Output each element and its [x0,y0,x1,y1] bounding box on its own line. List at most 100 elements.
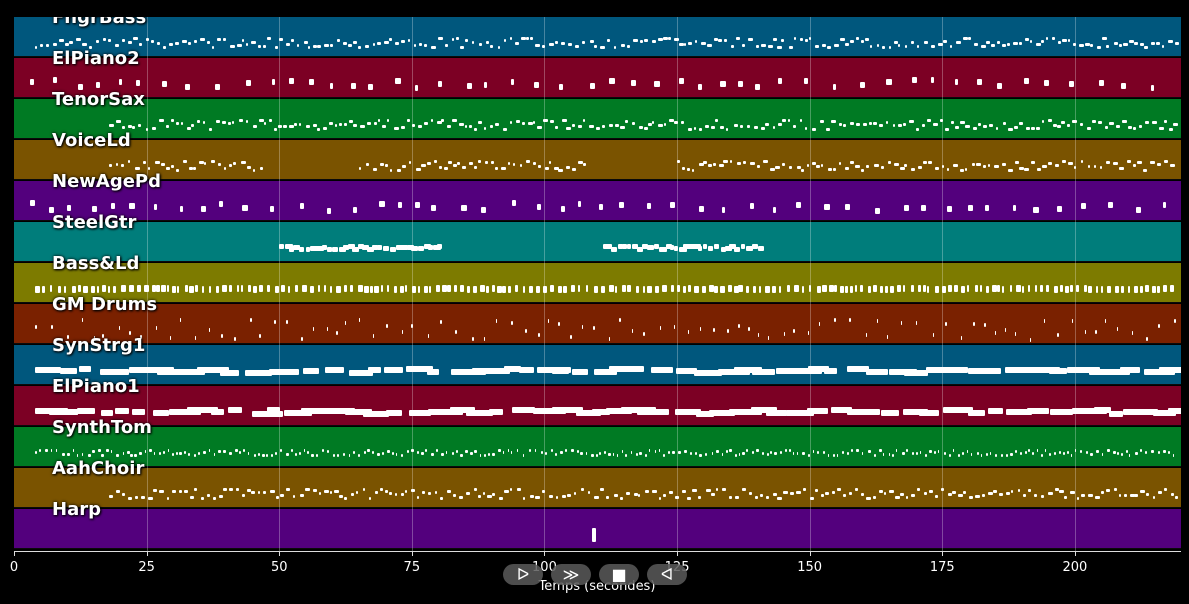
note [526,36,530,40]
note [503,38,506,42]
note [1125,449,1129,453]
note [395,77,402,84]
note [626,243,632,249]
note [625,454,628,458]
note [558,322,560,326]
note [1081,203,1087,210]
note [976,452,979,456]
note [519,367,534,374]
note [575,410,601,417]
note [1163,159,1169,163]
note [619,202,625,209]
note [560,206,566,213]
note [898,123,903,127]
note [909,119,914,123]
note [819,120,825,124]
note [851,449,853,453]
note [1018,166,1024,170]
note [237,44,242,48]
note [299,493,304,497]
note [344,496,348,500]
note [179,205,184,212]
note [916,127,919,131]
fast-forward-button[interactable]: ≫ [551,564,591,585]
note [1051,37,1055,41]
note [658,124,663,128]
note [406,366,434,373]
note [410,246,418,252]
note [647,122,652,126]
note [287,285,290,293]
note [1138,124,1142,128]
note [774,166,780,170]
note [171,285,176,293]
note [734,366,763,373]
note [209,327,211,332]
play-button[interactable]: ᐅ [503,564,543,585]
note [781,39,784,43]
note [873,122,877,126]
note [1151,449,1154,453]
note [1013,42,1019,46]
note [1074,448,1077,452]
note [367,448,370,452]
note [421,163,426,167]
stop-button[interactable]: ■ [599,564,639,585]
note [362,410,390,417]
note [167,448,169,452]
note [911,41,915,45]
note [168,408,202,415]
note [897,285,901,293]
note [201,205,207,212]
note [762,452,764,456]
note [208,285,211,293]
note [353,450,355,454]
note [895,449,898,453]
note [1095,285,1098,293]
note [1113,451,1116,455]
note [592,528,596,542]
note [1145,284,1150,292]
note [756,164,761,168]
note [691,169,695,173]
note [101,284,106,292]
note [850,40,854,44]
rewind-button[interactable]: ᐊ [647,564,687,585]
note [792,452,795,456]
note [236,284,240,292]
note [411,489,416,493]
note [208,448,211,452]
note [897,44,901,48]
note [595,127,601,131]
note [718,38,723,42]
note [220,369,239,376]
note [1113,487,1118,491]
note [1094,407,1111,414]
note [449,407,475,414]
note [186,126,192,130]
note [600,488,604,492]
note [420,452,424,456]
note [269,206,275,213]
note [319,492,322,496]
note [844,204,851,211]
note [251,491,256,495]
note [447,284,451,292]
note [156,41,160,45]
note [617,244,624,250]
note [374,285,380,293]
note [152,127,156,131]
note [825,492,829,496]
note [717,369,751,376]
note [865,37,870,41]
note [291,448,293,452]
note [1023,78,1030,85]
track-label: Bass&Ld [52,253,140,274]
note [218,450,221,454]
note [404,490,408,494]
note [286,369,300,376]
note [934,451,937,455]
note [1088,285,1093,293]
note [967,410,985,417]
note [985,41,990,45]
